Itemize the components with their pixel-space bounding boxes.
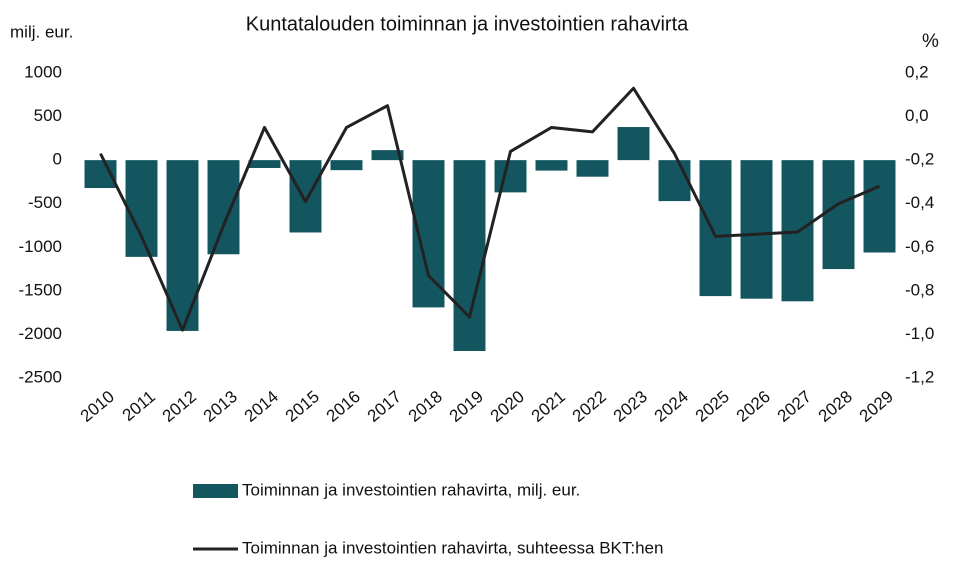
x-tick-label: 2025 [692,387,733,426]
x-tick-label: 2016 [323,387,364,426]
bar [863,160,896,253]
bar [822,160,855,270]
y-tick-label: -2000 [19,324,62,343]
x-tick-label: 2018 [405,387,446,426]
x-tick-label: 2017 [364,387,405,426]
y2-axis-label: % [922,31,939,52]
x-tick-label: 2013 [200,387,241,426]
x-tick-label: 2024 [651,387,692,426]
y-tick-label: 1000 [24,62,62,81]
legend-label: Toiminnan ja investointien rahavirta, su… [242,538,663,557]
bar [617,127,650,161]
chart-title: Kuntatalouden toiminnan ja investointien… [246,13,689,35]
bar [371,150,404,161]
x-tick-label: 2028 [815,387,856,426]
bar [740,160,773,299]
bar [125,160,158,257]
x-tick-label: 2027 [774,387,815,426]
bar [289,160,322,233]
x-tick-label: 2021 [528,387,569,426]
bar [535,160,568,171]
y2-tick-label: -1,0 [905,324,934,343]
y2-tick-label: -0,6 [905,237,934,256]
x-tick-label: 2010 [77,387,118,426]
bar [453,160,486,351]
y-tick-label: 0 [53,150,62,169]
y2-tick-label: 0,2 [905,62,929,81]
x-tick-label: 2026 [733,387,774,426]
y-tick-label: -1500 [19,280,62,299]
y2-tick-label: 0,0 [905,106,929,125]
y2-tick-label: -0,2 [905,150,934,169]
y-tick-label: -2500 [19,367,62,386]
legend-swatch [193,484,238,498]
bar [330,160,363,171]
x-tick-label: 2014 [241,387,282,426]
y-tick-label: -1000 [19,237,62,256]
bar [207,160,240,255]
y2-tick-label: -1,2 [905,367,934,386]
y-tick-label: -500 [28,193,62,212]
x-tick-label: 2023 [610,387,651,426]
bar [248,160,281,168]
x-tick-label: 2022 [569,387,610,426]
legend-label: Toiminnan ja investointien rahavirta, mi… [242,480,580,499]
bar [699,160,732,297]
x-tick-label: 2020 [487,387,528,426]
line [99,86,881,332]
x-tick-label: 2011 [119,387,159,425]
bar [576,160,609,177]
bar [494,160,527,193]
x-tick-label: 2029 [856,387,897,426]
y2-tick-label: -0,4 [905,193,934,212]
x-tick-label: 2012 [159,387,200,426]
x-tick-label: 2015 [282,387,323,426]
y-tick-label: 500 [34,106,62,125]
y-axis-label: milj. eur. [10,22,73,41]
bar [658,160,691,202]
x-tick-label: 2019 [446,387,487,426]
y2-tick-label: -0,8 [905,280,934,299]
